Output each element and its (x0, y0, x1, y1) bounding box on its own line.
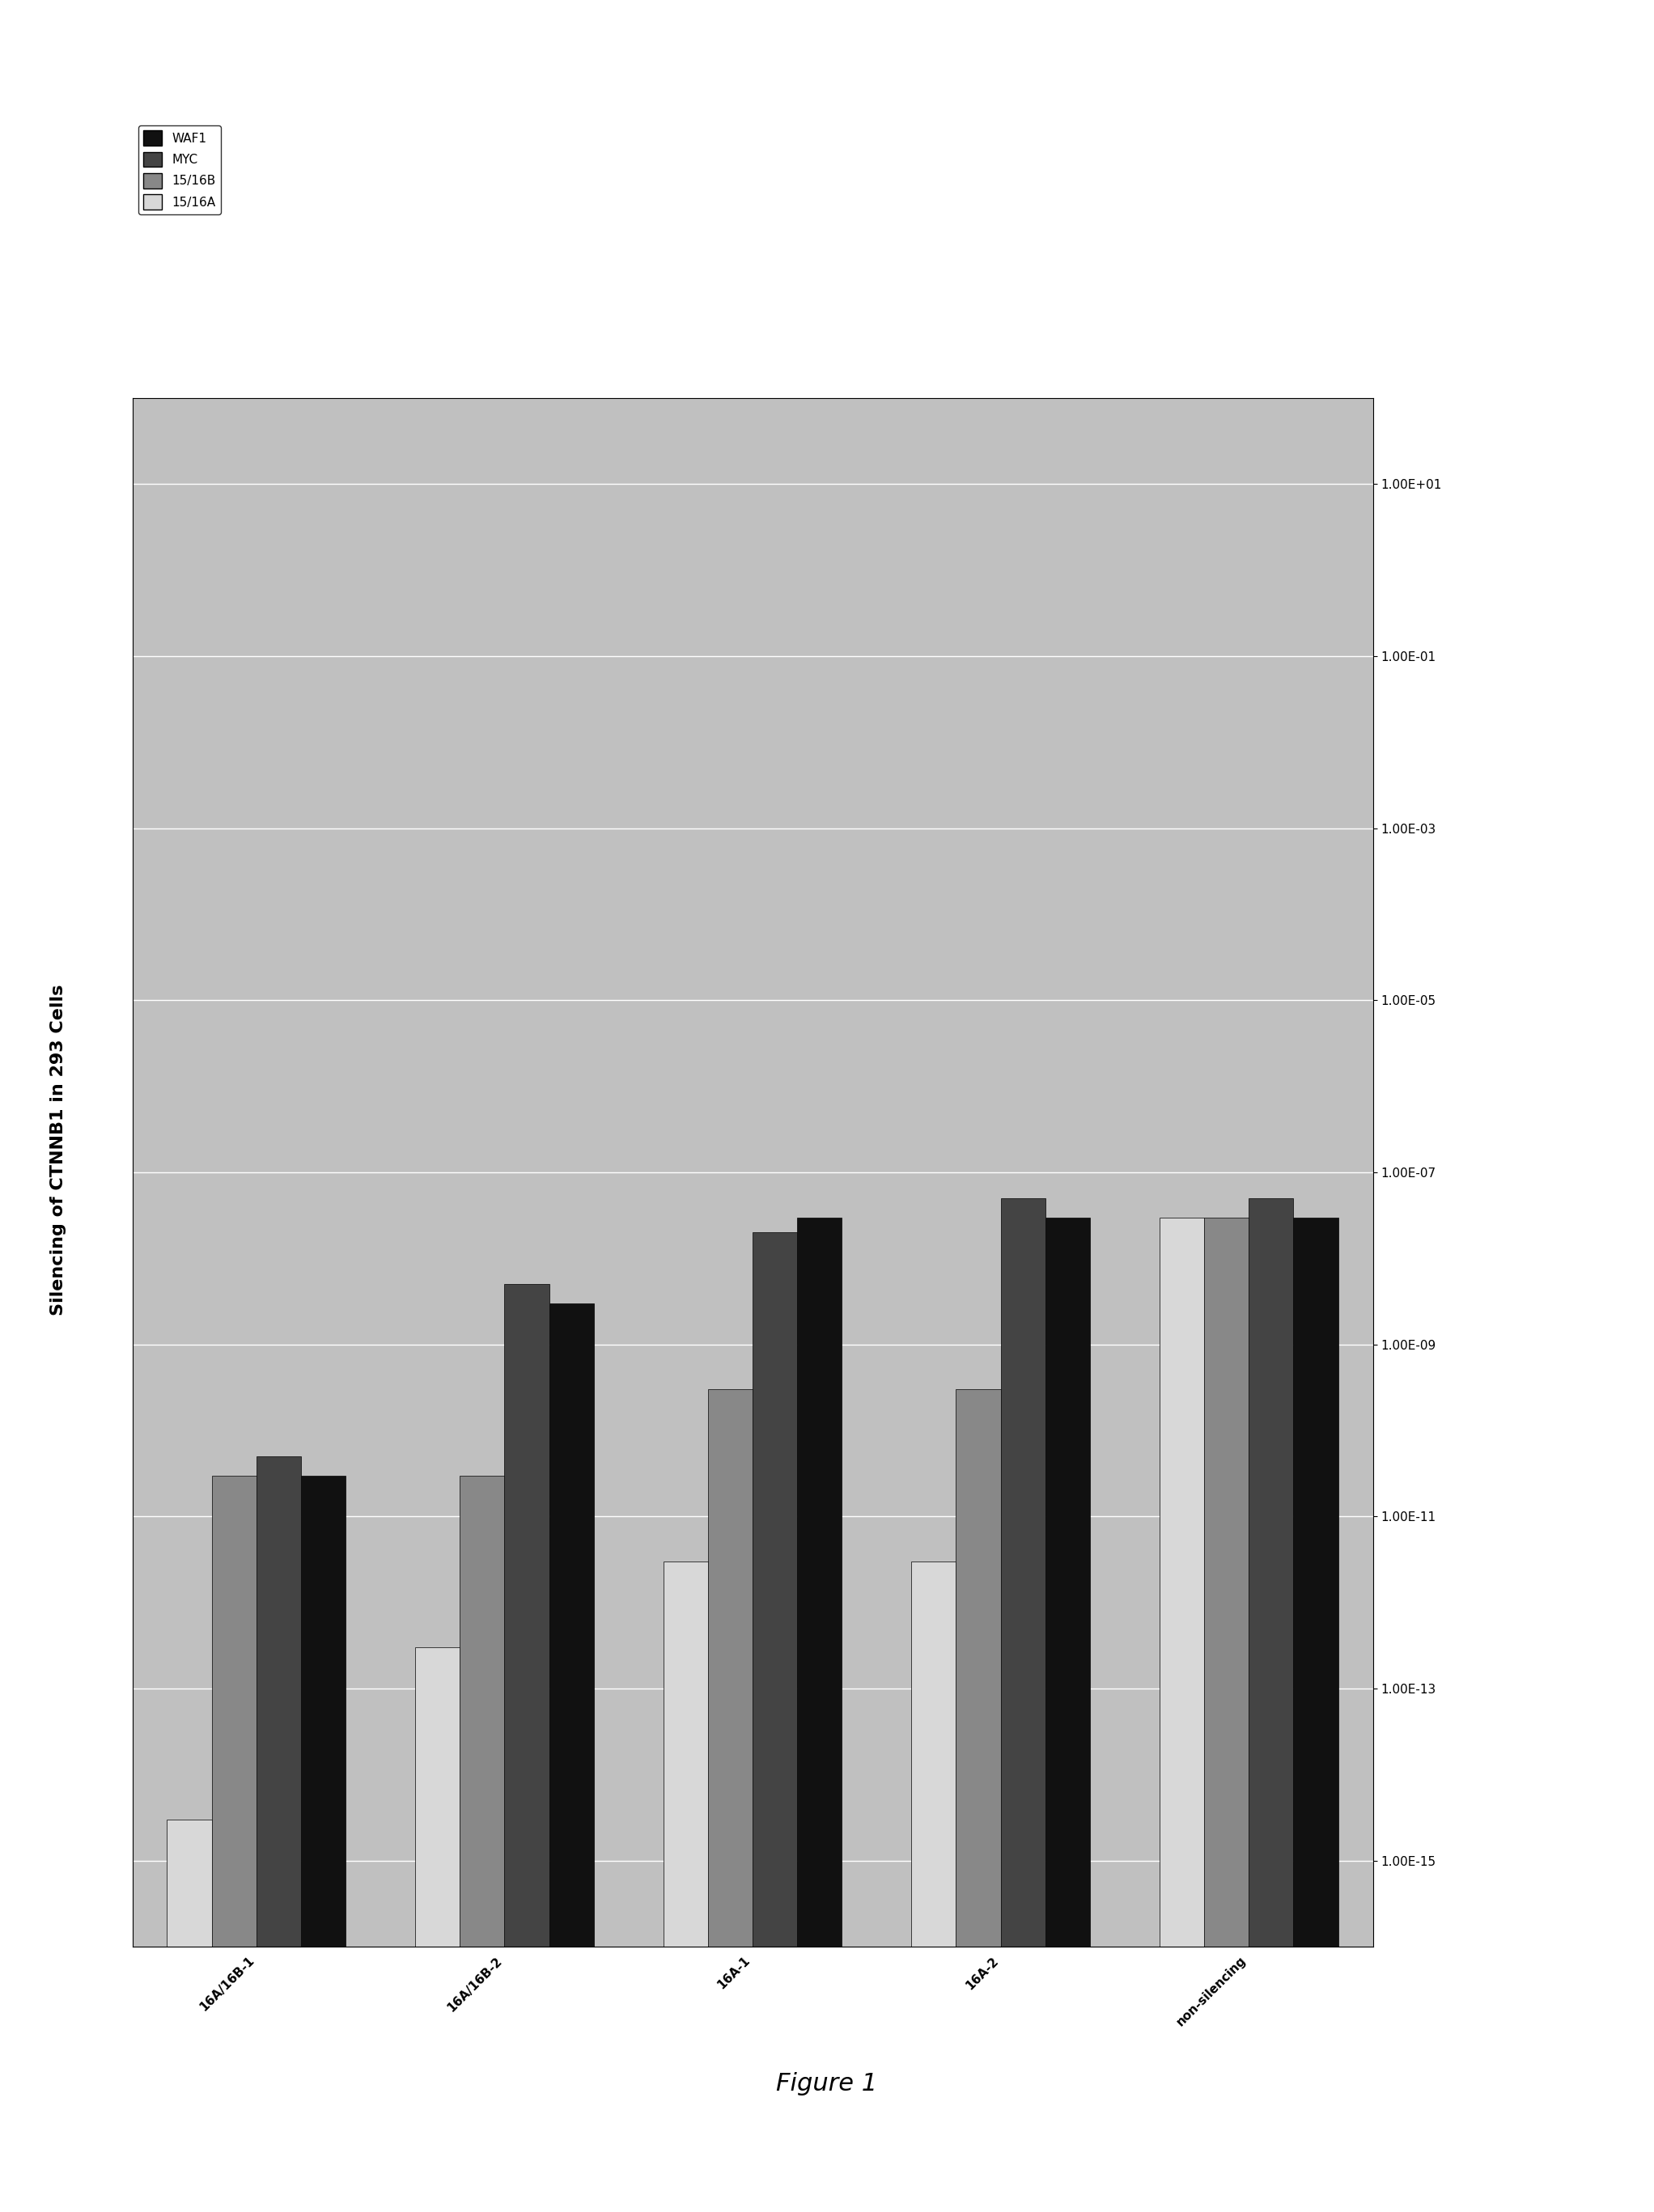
Bar (256, 1455, 301, 2212)
Bar (1045, 1217, 1090, 2212)
Bar (167, 1820, 212, 2212)
Bar (1001, 1199, 1045, 2212)
Bar (956, 1389, 1001, 2212)
Bar (663, 1562, 708, 2212)
Bar (212, 1475, 256, 2212)
Bar (1204, 1217, 1249, 2212)
Bar (1159, 1217, 1204, 2212)
Bar (911, 1562, 956, 2212)
Bar (1249, 1199, 1293, 2212)
Text: Silencing of CTNNB1 in 293 Cells: Silencing of CTNNB1 in 293 Cells (50, 984, 66, 1316)
Text: Figure 1: Figure 1 (776, 2073, 878, 2095)
Bar (753, 1232, 797, 2212)
Bar (708, 1389, 753, 2212)
Bar (549, 1303, 594, 2212)
Bar (415, 1648, 460, 2212)
Bar (460, 1475, 504, 2212)
Bar (797, 1217, 842, 2212)
Legend: WAF1, MYC, 15/16B, 15/16A: WAF1, MYC, 15/16B, 15/16A (139, 126, 220, 215)
Bar (504, 1285, 549, 2212)
Bar (301, 1475, 346, 2212)
Bar (1293, 1217, 1338, 2212)
